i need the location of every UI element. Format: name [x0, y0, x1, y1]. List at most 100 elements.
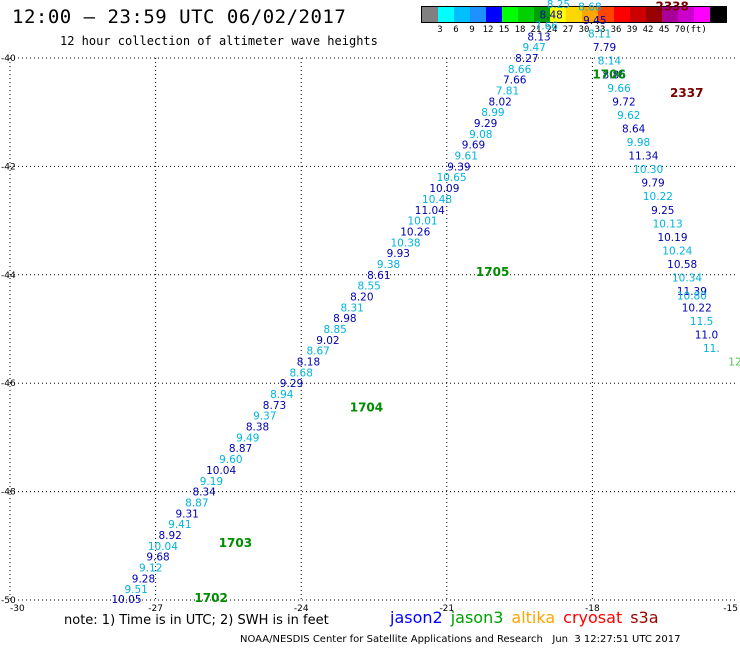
wave-height-label: 7.66	[535, 20, 559, 32]
wave-height-label: 10.80	[677, 290, 707, 302]
wave-height-label: 9.29	[280, 378, 303, 390]
legend-label: (ft)	[685, 25, 707, 35]
legend-swatch-5	[502, 7, 518, 22]
wave-height-label: 9.39	[447, 161, 470, 173]
color-legend: 3 6 9 12 15 18 21 24 27 30 33 36 39 42 45 70 (ft)	[421, 6, 727, 37]
wave-height-label: 8.13	[527, 31, 550, 43]
legend-label: 30	[578, 25, 590, 35]
legend-label: 33	[594, 25, 606, 35]
legend-label: 21	[530, 25, 542, 35]
legend-label: 39	[626, 25, 638, 35]
wave-height-label: 10.13	[653, 218, 683, 230]
pass-time-label: 1706	[592, 67, 625, 81]
latitude-tick-label: -46	[1, 379, 16, 389]
wave-height-label: 10.65	[437, 172, 467, 184]
wave-height-label: 8.38	[246, 422, 269, 434]
longitude-tick-label: -30	[10, 604, 25, 614]
wave-height-label: 8.34	[192, 487, 216, 499]
legend-swatch-14	[646, 7, 662, 22]
wave-height-label: 9.37	[253, 411, 276, 423]
wave-height-label: 11.0	[695, 329, 718, 341]
wave-height-label: 9.49	[236, 432, 259, 444]
wave-height-label: 10.22	[643, 191, 673, 203]
pass-time-label: 1704	[350, 401, 383, 415]
longitude-tick-label: -18	[585, 604, 600, 614]
map-subtitle: 12 hour collection of altimeter wave hei…	[60, 34, 378, 48]
wave-height-label: 11.04	[415, 205, 445, 217]
latitude-tick-label: -48	[1, 488, 16, 498]
wave-height-label: 8.94	[270, 389, 294, 401]
wave-height-label: 9.19	[200, 476, 223, 488]
wave-height-label: 7.66	[503, 75, 527, 87]
wave-height-label: 8.25	[547, 0, 570, 11]
note-text: note: 1) Time is in UTC; 2) SWH is in fe…	[64, 613, 329, 628]
wave-height-label: 10.34	[672, 273, 702, 285]
wave-height-label: 9.69	[462, 140, 485, 152]
wave-height-label: 10.04	[206, 465, 236, 477]
wave-height-label: 7.61	[571, 0, 594, 3]
wave-height-label: 8.87	[229, 443, 252, 455]
wave-height-label: 10.48	[422, 194, 452, 206]
wave-height-label: 9.68	[146, 552, 169, 564]
pass-time-label: 2337	[670, 86, 703, 100]
legend-swatch-9	[566, 7, 582, 22]
legend-label: 12	[482, 25, 494, 35]
latitude-tick-label: -40	[1, 54, 16, 64]
wave-height-label: 9.51	[124, 584, 147, 596]
wave-height-label: 10.01	[408, 216, 438, 228]
wave-height-label: 8.99	[481, 107, 504, 119]
wave-height-label: 8.68	[578, 2, 601, 14]
wave-height-label: 11.34	[628, 151, 658, 163]
wave-height-label: 9.08	[469, 129, 492, 141]
wave-height-label: 8.85	[323, 324, 346, 336]
wave-height-label: 10.24	[662, 245, 692, 257]
wave-height-label: 8.55	[357, 281, 380, 293]
wave-height-label: 10.04	[148, 541, 178, 553]
legend-swatches	[421, 6, 727, 23]
legend-label: 36	[610, 25, 622, 35]
wave-height-label: 9.47	[522, 42, 545, 54]
wave-height-label: 8.11	[588, 29, 611, 41]
legend-label: 70	[674, 25, 686, 35]
wave-height-label: 11.5	[690, 316, 713, 328]
pass-time-label: 1705	[476, 265, 509, 279]
wave-height-label: 9.62	[617, 110, 640, 122]
pass-time-label: 1703	[219, 536, 252, 550]
wave-height-label: 8.98	[333, 313, 356, 325]
time-labels: 1702 1703 1704 1705 1706 2337 2338	[194, 0, 703, 605]
wave-height-label: 9.45	[583, 15, 606, 27]
legend-swatch-4	[486, 7, 502, 22]
wave-height-label: 8.02	[488, 96, 511, 108]
wave-height-label: 8.86	[603, 69, 627, 81]
legend-swatch-11	[598, 7, 614, 22]
wave-height-label: 8.66	[508, 64, 532, 76]
wave-height-label: 8.92	[158, 530, 181, 542]
legend-swatch-8	[550, 7, 566, 22]
satellite-label-jason2: jason2	[390, 608, 443, 627]
pass-time-label: 2338	[655, 0, 688, 14]
wave-height-label: 11.	[703, 343, 720, 355]
wave-height-label: 9.98	[627, 137, 650, 149]
legend-swatch-10	[582, 7, 598, 22]
longitude-tick-label: -15	[723, 604, 738, 614]
wave-height-label: 8.27	[515, 53, 538, 65]
wave-height-label: 8.73	[263, 400, 286, 412]
legend-label: 18	[514, 25, 526, 35]
satellite-label-s3a: s3a	[630, 608, 659, 627]
legend-label: 15	[498, 25, 510, 35]
legend-label: 42	[642, 25, 654, 35]
legend-swatch-2	[454, 7, 470, 22]
wave-height-label: 7.81	[496, 86, 519, 98]
footer-credit: NOAA/NESDIS Center for Satellite Applica…	[240, 634, 681, 645]
legend-label: 24	[546, 25, 558, 35]
legend-label: 27	[562, 25, 574, 35]
pass-time-label: 1702	[194, 591, 227, 605]
legend-swatch-3	[470, 7, 486, 22]
legend-swatch-7	[534, 7, 550, 22]
legend-swatch-18	[710, 7, 726, 22]
legend-swatch-1	[438, 7, 454, 22]
legend-label: 6	[453, 25, 459, 35]
legend-swatch-6	[518, 7, 534, 22]
edge-wave-height-label: 12	[728, 357, 740, 369]
